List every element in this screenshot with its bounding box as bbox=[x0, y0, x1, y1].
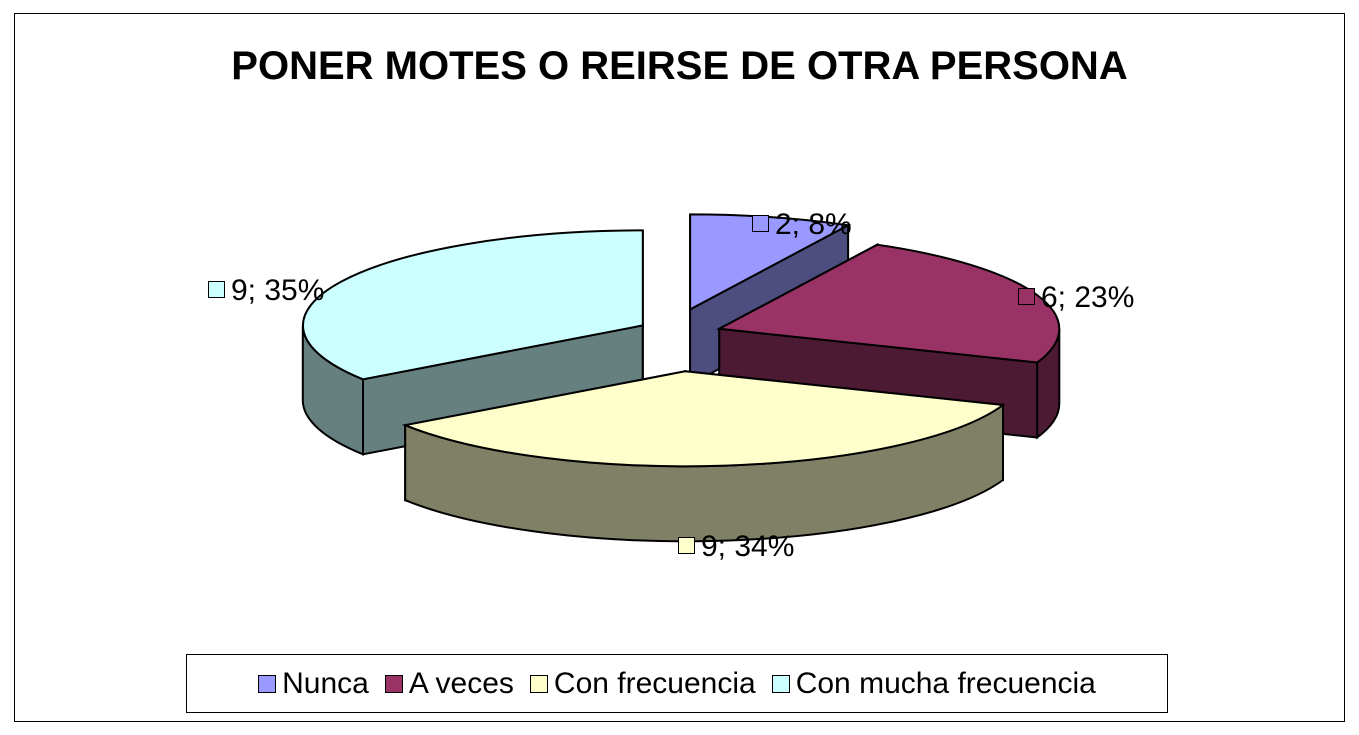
legend-swatch bbox=[384, 674, 403, 693]
legend-label: Nunca bbox=[282, 666, 369, 700]
label-swatch bbox=[208, 281, 225, 298]
legend-item-con-frecuencia: Con frecuencia bbox=[529, 666, 756, 701]
slice-top bbox=[401, 370, 1006, 468]
chart-frame bbox=[14, 13, 1345, 722]
legend-swatch bbox=[529, 674, 548, 693]
legend-item-a-veces: A veces bbox=[384, 666, 514, 701]
legend-swatch bbox=[771, 674, 790, 693]
slice-top bbox=[715, 243, 1061, 364]
label-text: 9; 34% bbox=[701, 530, 795, 563]
label-text: 9; 35% bbox=[231, 274, 325, 307]
legend-item-con-mucha-frecuencia: Con mucha frecuencia bbox=[771, 666, 1096, 701]
data-label-con-mucha-frecuencia: 9; 35% bbox=[208, 276, 324, 306]
legend-label: Con frecuencia bbox=[553, 666, 756, 700]
legend-item-nunca: Nunca bbox=[258, 667, 369, 701]
legend-swatch bbox=[258, 674, 277, 693]
data-label-a-veces: 6; 23% bbox=[1018, 283, 1134, 313]
label-text: 2; 8% bbox=[775, 208, 852, 241]
pie-slice-con-frecuencia bbox=[401, 370, 1006, 543]
data-label-nunca: 2; 8% bbox=[752, 210, 852, 240]
label-swatch bbox=[1018, 288, 1035, 305]
slice-top bbox=[689, 213, 852, 312]
legend-label: A veces bbox=[408, 666, 514, 700]
legend-label: Con mucha frecuencia bbox=[795, 666, 1096, 700]
label-swatch bbox=[678, 537, 695, 554]
slice-top bbox=[302, 229, 644, 381]
label-text: 6; 23% bbox=[1041, 281, 1135, 314]
label-swatch bbox=[752, 215, 769, 232]
data-label-con-frecuencia: 9; 34% bbox=[678, 532, 794, 562]
chart-title: PONER MOTES O REIRSE DE OTRA PERSONA bbox=[231, 44, 1128, 88]
chart-legend: Nunca A veces Con frecuencia Con mucha frec… bbox=[186, 654, 1168, 713]
